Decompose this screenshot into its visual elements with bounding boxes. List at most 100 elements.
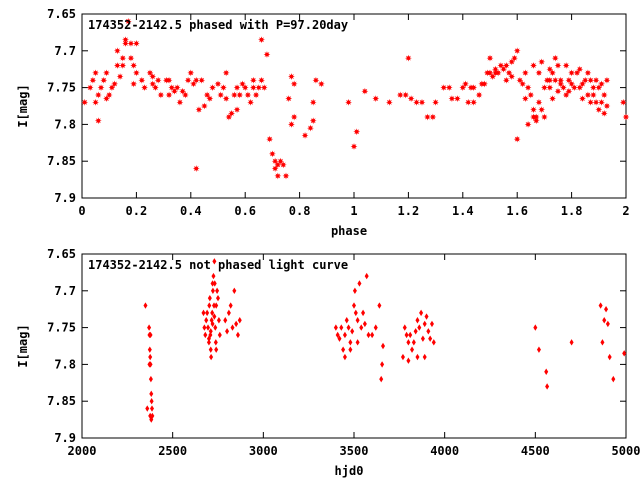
unphased-data-point [362, 320, 367, 328]
phased-y-tick-label: 7.65 [47, 7, 76, 21]
unphased-data-point [545, 383, 550, 390]
unphased-data-point [205, 309, 210, 317]
unphased-x-ticks: 2000 2500 3000 3500 4000 4500 5000 [68, 254, 640, 458]
unphased-data-point [148, 353, 153, 361]
phased-data-point [581, 76, 589, 84]
phased-data-point [513, 47, 521, 55]
phased-data-point [532, 117, 540, 125]
unphased-data-point [381, 342, 386, 350]
phased-data-point [598, 80, 605, 88]
phased-data-point [105, 91, 113, 99]
unphased-data-point [406, 357, 411, 364]
phased-y-tick-label: 7.85 [47, 154, 76, 168]
unphased-data-point [214, 346, 219, 353]
unphased-data-point [208, 328, 213, 335]
phased-data-point [584, 69, 592, 77]
phased-data-point [119, 62, 127, 69]
phased-data-point [535, 69, 543, 77]
unphased-data-point [373, 324, 378, 331]
phased-data-point [500, 65, 507, 73]
unphased-data-point [413, 328, 418, 335]
phased-data-point [201, 102, 208, 110]
phased-data-point [570, 84, 578, 91]
unphased-data-point [234, 320, 239, 328]
phased-data-point [206, 95, 214, 103]
phased-data-point [492, 65, 499, 73]
phased-data-point [486, 69, 494, 77]
unphased-data-point [237, 317, 242, 324]
phased-data-point [263, 51, 271, 58]
phased-data-point [152, 84, 159, 91]
phased-y-tick-label: 7.7 [54, 44, 76, 58]
phased-data-point [195, 106, 203, 114]
unphased-data-point [206, 324, 211, 331]
unphased-data-point [212, 280, 217, 287]
phased-data-point [576, 84, 584, 91]
phased-data-point [516, 76, 524, 84]
phased-data-point [173, 84, 181, 91]
phased-data-point [475, 91, 483, 99]
phased-data-point [538, 106, 546, 114]
unphased-data-point [406, 339, 411, 346]
unphased-y-ticks: 7.65 7.7 7.75 7.8 7.85 7.9 [47, 247, 626, 445]
unphased-data-point [149, 416, 154, 423]
phased-data-point [541, 113, 548, 121]
phased-data-point [432, 98, 439, 106]
unphased-data-point [342, 353, 347, 361]
phased-data-point [100, 76, 108, 84]
phased-data-point [424, 113, 431, 121]
unphased-x-tick-label: 2500 [158, 444, 187, 458]
phased-data-point [568, 69, 575, 77]
phased-data-point [524, 84, 532, 91]
phased-data-point [527, 91, 535, 99]
phased-data-point [353, 128, 361, 136]
unphased-data-point [404, 331, 409, 339]
unphased-y-tick-label: 7.85 [47, 394, 76, 408]
unphased-data-point [210, 280, 215, 287]
unphased-data-point [402, 324, 407, 331]
phased-data-point [462, 80, 469, 88]
unphased-data-point [426, 328, 431, 335]
unphased-data-point [544, 368, 549, 375]
unphased-y-tick-label: 7.9 [54, 431, 76, 445]
phased-data-point [622, 113, 630, 121]
unphased-data-point [212, 302, 217, 309]
phased-data-point [470, 98, 478, 106]
unphased-data-point [217, 331, 222, 339]
unphased-y-tick-label: 7.75 [47, 321, 76, 335]
unphased-data-point [429, 320, 434, 328]
unphased-data-point [203, 331, 208, 339]
phased-x-tick-label: 1.6 [506, 204, 528, 218]
unphased-data-point [355, 339, 360, 346]
unphased-data-point [149, 390, 154, 398]
unphased-data-point [420, 335, 425, 342]
phased-y-tick-label: 7.75 [47, 81, 76, 95]
phased-data-point [418, 98, 426, 106]
phased-data-point [584, 91, 592, 99]
phased-data-point [184, 76, 192, 84]
unphased-data-point [352, 302, 356, 309]
unphased-data-point [415, 317, 420, 324]
unphased-data-point [232, 287, 237, 294]
unphased-data-point [600, 339, 605, 346]
phased-data-point [600, 91, 608, 99]
unphased-data-point [348, 339, 353, 346]
phased-data-point [190, 80, 197, 88]
phased-data-point [312, 76, 320, 84]
phased-data-point [546, 84, 554, 91]
unphased-data-point [213, 324, 218, 331]
unphased-data-point [223, 317, 228, 324]
unphased-data-point [149, 398, 154, 405]
phased-data-point [266, 135, 274, 143]
unphased-data-point [361, 309, 366, 317]
unphased-data-point [210, 320, 215, 328]
phased-data-point [214, 80, 222, 88]
phased-data-point [181, 91, 189, 99]
unphased-data-point [344, 317, 349, 324]
unphased-data-point [357, 280, 362, 287]
phased-x-tick-label: 0.8 [289, 204, 311, 218]
phased-data-point [521, 95, 529, 103]
phased-data-point [587, 76, 595, 84]
phased-data-point [505, 69, 513, 77]
phased-data-point [309, 117, 317, 125]
